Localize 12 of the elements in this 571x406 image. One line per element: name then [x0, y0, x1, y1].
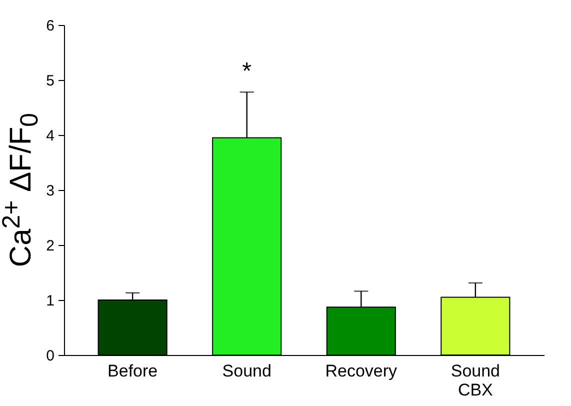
- y-tick-label: 6: [46, 18, 54, 34]
- x-tick-label: Before: [108, 362, 158, 380]
- y-tick-label: 5: [46, 72, 54, 90]
- y-tick-label: 3: [46, 182, 54, 200]
- y-tick-label: 0: [46, 348, 54, 364]
- x-tick-label: Recovery: [325, 362, 398, 380]
- annotation: *: [242, 58, 252, 86]
- y-tick-label: 4: [46, 128, 54, 144]
- x-tick-label: Sound CBX: [450, 362, 500, 400]
- x-tick-label: Sound: [222, 362, 272, 380]
- y-tick-label: 2: [46, 238, 54, 254]
- y-tick-label: 1: [46, 292, 54, 310]
